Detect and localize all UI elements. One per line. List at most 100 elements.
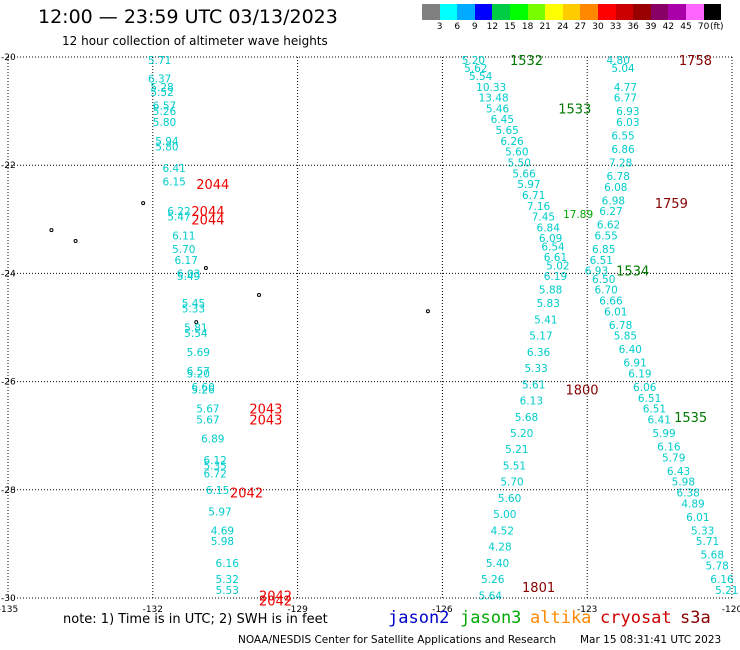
wave-height-label: 5.64 [479,590,503,602]
wave-height-label: 5.88 [539,285,562,297]
wave-height-label: 5.02 [546,260,569,272]
legend-altika: altika [530,608,592,628]
color-scale-tick: 33 [609,22,622,32]
wave-height-label: 6.98 [602,195,625,207]
wave-height-label: 6.19 [544,271,567,283]
wave-height-label: 6.08 [604,182,627,194]
color-swatch [439,4,458,20]
y-tick-label: -22 [1,161,16,171]
legend-jason3: jason3 [460,608,522,628]
wave-height-label: 6.38 [676,488,699,500]
pass-time-label: 2042 [259,589,292,604]
wave-height-label: 5.81 [184,323,207,335]
wave-height-label: 5.20 [510,428,533,440]
color-swatch [527,4,546,20]
wave-height-label: 17.89 [563,209,593,221]
wave-height-label: 5.04 [611,63,635,75]
legend-s3a: s3a [680,608,711,628]
color-scale-tick: 21 [539,22,551,32]
wave-height-label: 6.01 [604,306,627,318]
wave-height-label: 5.41 [534,314,557,326]
wave-height-label: 5.98 [672,477,695,489]
color-scale-tick: 3 [436,22,443,32]
wave-height-label: 6.78 [607,171,630,183]
wave-height-label: 5.26 [191,385,215,397]
wave-height-label: 5.26 [481,574,505,586]
wave-height-label: 5.97 [517,179,540,191]
color-scale-tick: 15 [504,22,516,32]
wave-height-label: 5.70 [172,244,195,256]
wave-height-label: 5.68 [515,412,538,424]
wave-height-label: 6.16 [216,558,240,570]
wave-height-label: 5.67 [196,404,219,416]
wave-height-label: 10.33 [476,82,506,94]
island-marker [73,238,78,243]
wave-height-label: 5.46 [486,103,510,115]
map-subtitle: 12 hour collection of altimeter wave hei… [62,34,328,48]
wave-height-label: 7.28 [609,157,632,169]
wave-height-label: 6.06 [633,382,657,394]
wave-height-label: 6.41 [162,163,185,175]
wave-height-label: 5.85 [614,331,637,343]
wave-height-label: 5.99 [652,428,675,440]
pass-time-label: 2042 [259,595,292,610]
pass-time-label: 1801 [522,581,555,596]
y-tick-label: -28 [1,486,16,496]
wave-height-label: 7.16 [527,201,551,213]
pass-time-label: 1533 [558,102,591,117]
wave-height-label: 13.48 [479,93,509,105]
x-tick-label: -129 [287,605,308,615]
wave-height-label: 6.51 [638,393,661,405]
legend-cryosat: cryosat [600,608,672,628]
island-marker [49,228,54,233]
color-scale-tick: 6 [454,22,461,32]
wave-height-label: 5.78 [705,561,728,573]
wave-height-label: 5.71 [148,55,171,67]
wave-height-label: 4.69 [211,525,234,537]
wave-height-label: 4.77 [614,82,637,94]
wave-height-label: 4.28 [488,542,511,554]
wave-height-label: 5.32 [216,574,239,586]
wave-height-label: 6.36 [527,347,551,359]
wave-height-label: 5.40 [486,558,509,570]
wave-height-label: 6.54 [541,241,565,253]
wave-height-label: 5.60 [498,493,521,505]
wave-height-label: 5.50 [508,157,531,169]
wave-height-label: 6.55 [594,231,617,243]
wave-height-label: 6.12 [203,455,226,467]
wave-height-label: 5.20 [187,368,210,380]
wave-height-label: 5.94 [155,136,179,148]
pass-time-label: 1758 [679,54,712,69]
wave-height-label: 5.33 [524,363,547,375]
color-swatch [457,4,475,20]
island-marker [203,265,208,270]
wave-height-label: 6.55 [611,130,634,142]
wave-height-label: 6.45 [491,114,514,126]
wave-height-label: 6.78 [609,320,632,332]
color-scale-tick: 30 [592,22,604,32]
wave-height-label: 5.79 [662,452,685,464]
wave-height-label: 4.80 [607,55,630,67]
island-marker [141,201,146,206]
wave-height-label: 6.16 [657,442,681,454]
wave-height-label: 5.51 [503,460,526,472]
island-marker [194,320,199,325]
credit-line: NOAA/NESDIS Center for Satellite Applica… [238,634,556,646]
color-swatch [562,4,581,20]
footer-note: note: 1) Time is in UTC; 2) SWH is in fe… [63,612,328,627]
wave-height-label: 5.69 [187,347,210,359]
color-swatch [492,4,510,20]
wave-height-label: 5.21 [505,444,528,456]
wave-height-label: 5.33 [691,525,714,537]
wave-height-label: 5.35 [203,460,226,472]
wave-height-label: 6.41 [648,414,671,426]
island-marker [256,293,261,298]
y-tick-label: -24 [1,269,16,279]
wave-height-label: 6.01 [686,512,709,524]
color-scale-tick: 45 [680,22,692,32]
color-swatch [580,4,598,20]
wave-height-label: 6.57 [153,101,176,113]
wave-height-label: 6.13 [520,396,543,408]
pass-time-label: 1800 [565,384,598,399]
